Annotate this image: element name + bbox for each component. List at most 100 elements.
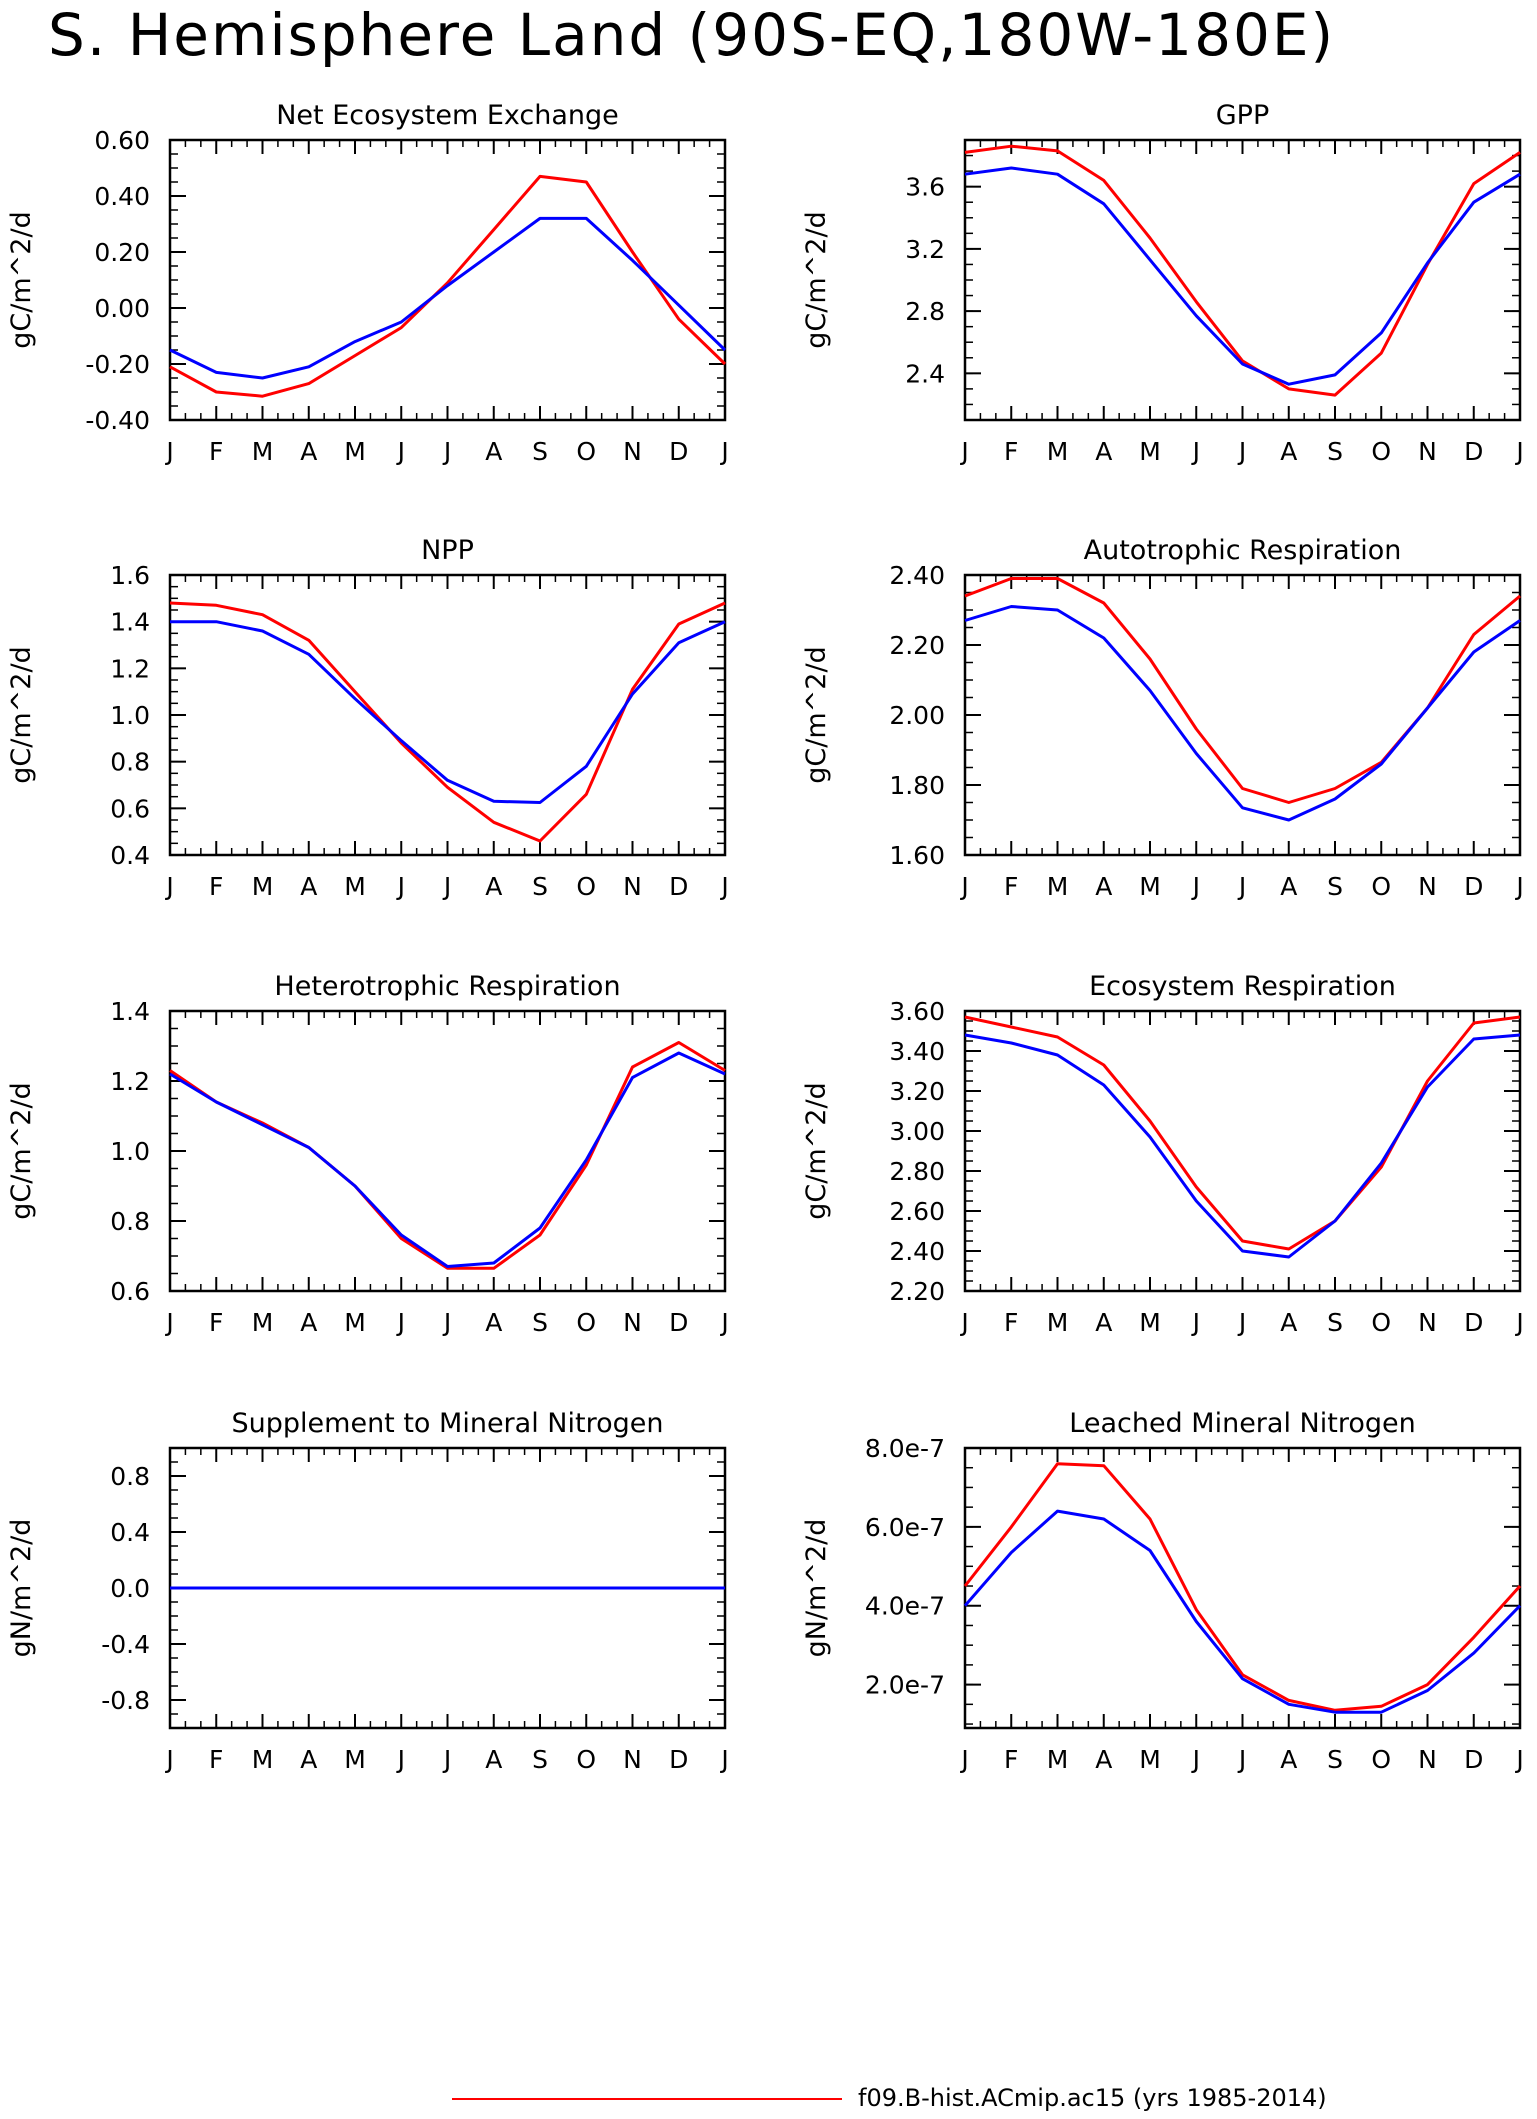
x-tick-label: J — [396, 1308, 405, 1337]
x-tick-label: J — [1514, 1745, 1523, 1774]
x-tick-label: D — [669, 437, 688, 466]
x-tick-label: N — [623, 437, 642, 466]
y-axis-label: gC/m^2/d — [801, 646, 832, 783]
plot-frame — [963, 1446, 1522, 1730]
y-axis-label: gC/m^2/d — [6, 646, 37, 783]
x-tick-label: O — [576, 1745, 596, 1774]
y-tick-label: 0.4 — [110, 841, 150, 870]
x-tick-label: N — [1418, 1308, 1437, 1337]
x-tick-label: M — [252, 872, 274, 901]
x-tick-label: D — [669, 872, 688, 901]
y-tick-label: 2.20 — [889, 1277, 945, 1306]
series-line-red — [169, 601, 726, 843]
chart-panel-7: J F M A M J J A S O N D J-0.8-0.40.00.40.8Supplement… — [6, 1408, 729, 1774]
y-tick-label: -0.40 — [85, 406, 150, 435]
x-tick-label: O — [576, 872, 596, 901]
x-tick-label: M — [1047, 1308, 1069, 1337]
series-line-blue — [963, 1509, 1522, 1714]
x-tick-label: J — [396, 437, 405, 466]
series-line-red — [964, 1015, 1521, 1251]
chart-title: GPP — [1216, 100, 1270, 131]
y-axis-label: gN/m^2/d — [801, 1519, 832, 1658]
y-axis-label: gC/m^2/d — [6, 1082, 37, 1219]
x-tick-label: J — [1514, 437, 1523, 466]
chart-title: Net Ecosystem Exchange — [276, 100, 619, 131]
x-tick-label: J — [442, 437, 451, 466]
x-tick-label: N — [623, 872, 642, 901]
chart-panel-8: J F M A M J J A S O N D J2.0e-74.0e-76.0e-78.0e-7Lea… — [801, 1408, 1524, 1774]
x-tick-label: A — [485, 872, 502, 901]
x-tick-label: A — [1095, 872, 1112, 901]
series-line-blue — [964, 166, 1521, 386]
x-tick-label: J — [719, 872, 728, 901]
y-tick-label: 3.6 — [905, 173, 945, 202]
x-tick-label: F — [1004, 1308, 1018, 1337]
y-tick-label: 2.40 — [889, 1237, 945, 1266]
y-tick-label: 3.2 — [905, 235, 945, 264]
x-tick-label: J — [959, 1308, 968, 1337]
x-tick-label: J — [1191, 872, 1200, 901]
x-tick-label: J — [1191, 1308, 1200, 1337]
x-tick-label: M — [252, 1745, 274, 1774]
series-line-red — [963, 1462, 1522, 1712]
series-line-blue — [169, 216, 727, 380]
y-tick-label: 2.0e-7 — [865, 1671, 945, 1700]
x-tick-label: J — [442, 872, 451, 901]
chart-title: Heterotrophic Respiration — [274, 971, 620, 1002]
x-tick-label: O — [576, 437, 596, 466]
x-tick-label: S — [532, 872, 548, 901]
x-tick-label: N — [1418, 872, 1437, 901]
x-tick-label: O — [1371, 437, 1391, 466]
y-tick-label: 1.60 — [889, 841, 945, 870]
x-tick-label: J — [959, 872, 968, 901]
x-tick-label: D — [1464, 1745, 1483, 1774]
x-tick-label: J — [959, 437, 968, 466]
x-tick-label: S — [1327, 437, 1343, 466]
y-tick-label: 2.20 — [889, 631, 945, 660]
page-title: S. Hemisphere Land (90S-EQ,180W-180E) — [48, 1, 1336, 69]
x-tick-label: M — [344, 872, 366, 901]
legend-line-red — [452, 2098, 842, 2100]
y-tick-label: 2.40 — [889, 561, 945, 590]
series-line-red — [169, 1041, 726, 1270]
x-tick-label: A — [485, 437, 502, 466]
series-line-red — [964, 144, 1521, 397]
x-tick-label: J — [959, 1745, 968, 1774]
x-tick-label: J — [1191, 1745, 1200, 1774]
y-tick-label: 0.8 — [110, 1207, 150, 1236]
x-tick-label: S — [532, 1308, 548, 1337]
y-tick-label: 2.60 — [889, 1197, 945, 1226]
x-tick-label: M — [1139, 437, 1161, 466]
x-tick-label: J — [442, 1308, 451, 1337]
x-tick-label: J — [719, 1308, 728, 1337]
x-tick-label: D — [669, 1745, 688, 1774]
y-tick-label: 2.00 — [889, 701, 945, 730]
x-tick-label: M — [1047, 872, 1069, 901]
y-tick-label: 4.0e-7 — [865, 1592, 945, 1621]
x-tick-label: A — [1280, 872, 1297, 901]
x-tick-label: F — [209, 437, 223, 466]
y-tick-label: 0.8 — [110, 748, 150, 777]
chart-panel-1: J F M A M J J A S O N D J-0.40-0.200.000.200.400.60N… — [6, 100, 729, 466]
y-tick-label: 1.6 — [110, 561, 150, 590]
series-line-red — [169, 174, 727, 398]
y-axis-label: gN/m^2/d — [6, 1519, 37, 1658]
x-tick-label: J — [442, 1745, 451, 1774]
y-tick-label: 1.0 — [110, 1137, 150, 1166]
plot-frame — [963, 573, 1522, 857]
y-tick-label: 2.4 — [905, 359, 945, 388]
x-tick-label: J — [164, 1308, 173, 1337]
chart-title: Ecosystem Respiration — [1089, 971, 1396, 1002]
x-tick-label: M — [1139, 872, 1161, 901]
series-line-blue — [170, 620, 726, 804]
x-tick-label: J — [396, 1745, 405, 1774]
x-tick-label: J — [1514, 872, 1523, 901]
x-tick-label: A — [1280, 437, 1297, 466]
y-tick-label: 1.4 — [110, 997, 150, 1026]
x-tick-label: J — [164, 1745, 173, 1774]
x-tick-label: A — [485, 1745, 502, 1774]
y-tick-label: 0.40 — [94, 182, 150, 211]
x-tick-label: M — [344, 437, 366, 466]
chart-title: Autotrophic Respiration — [1084, 535, 1402, 566]
x-tick-label: F — [209, 1308, 223, 1337]
